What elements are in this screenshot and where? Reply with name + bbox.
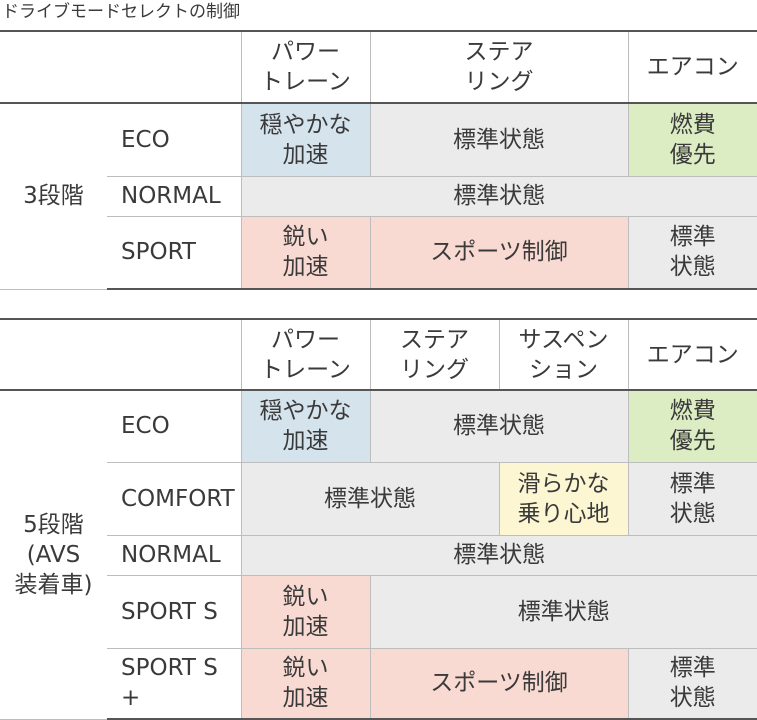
header-suspension: サスペン ション	[498, 318, 629, 391]
sport-s-rest: 標準状態	[369, 574, 757, 649]
header-blank	[0, 318, 242, 391]
eco-steering-suspension: 標準状態	[369, 389, 629, 463]
header-aircon: エアコン	[627, 318, 757, 391]
three-mode-table: パワー トレーン ステア リング エアコン 3段階 ECO 穏やかな 加速 標準…	[0, 30, 757, 290]
mode-sport-s-plus: SPORT S +	[107, 647, 242, 720]
mode-sport-s: SPORT S	[107, 574, 242, 649]
header-powertrain: パワー トレーン	[240, 30, 371, 104]
sport-s-plus-steering-suspension: スポーツ制御	[369, 647, 629, 720]
header-blank	[0, 30, 242, 104]
sport-s-plus-powertrain: 鋭い 加速	[240, 647, 371, 720]
eco-steering: 標準状態	[369, 102, 629, 177]
mode-eco: ECO	[107, 389, 242, 463]
mode-sport: SPORT	[107, 215, 242, 290]
sport-steering: スポーツ制御	[369, 215, 629, 290]
eco-aircon: 燃費 優先	[627, 102, 757, 177]
mode-normal: NORMAL	[107, 534, 242, 576]
comfort-powertrain-steering: 標準状態	[240, 461, 500, 536]
mode-normal: NORMAL	[107, 175, 242, 217]
mode-comfort: COMFORT	[107, 461, 242, 536]
normal-all: 標準状態	[240, 175, 757, 217]
sport-powertrain: 鋭い 加速	[240, 215, 371, 290]
table-caption: ドライブモードセレクトの制御	[2, 2, 240, 22]
comfort-aircon: 標準 状態	[627, 461, 757, 536]
eco-aircon: 燃費 優先	[627, 389, 757, 463]
header-powertrain: パワー トレーン	[240, 318, 371, 391]
sport-s-powertrain: 鋭い 加速	[240, 574, 371, 649]
sport-s-plus-aircon: 標準 状態	[627, 647, 757, 720]
header-steering: ステア リング	[369, 30, 629, 104]
eco-powertrain: 穏やかな 加速	[240, 389, 371, 463]
five-mode-table: パワー トレーン ステア リング サスペン ション エアコン 5段階 (AVS …	[0, 318, 757, 720]
sport-aircon: 標準 状態	[627, 215, 757, 290]
header-steering: ステア リング	[369, 318, 500, 391]
header-aircon: エアコン	[627, 30, 757, 104]
eco-powertrain: 穏やかな 加速	[240, 102, 371, 177]
group-label-5: 5段階 (AVS 装着車)	[0, 389, 107, 720]
mode-eco: ECO	[107, 102, 242, 177]
group-label-3: 3段階	[0, 102, 107, 290]
comfort-suspension: 滑らかな 乗り心地	[498, 461, 629, 536]
normal-all: 標準状態	[240, 534, 757, 576]
